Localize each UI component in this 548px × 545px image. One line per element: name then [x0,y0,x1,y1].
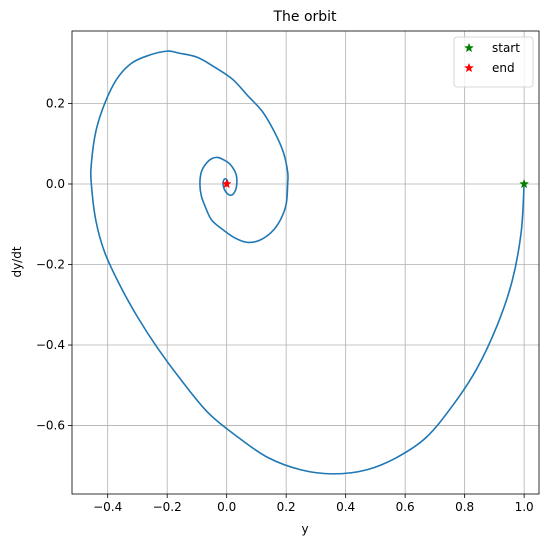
y-tick-label: −0.6 [36,419,65,433]
x-tick-label: −0.2 [153,500,182,514]
x-tick-label: 0.8 [455,500,474,514]
legend-end-label: end [492,61,515,75]
start-marker [519,178,530,189]
markers [221,178,530,189]
x-tick-label: 0.6 [396,500,415,514]
x-tick-label: −0.4 [93,500,122,514]
y-axis-label: dy/dt [10,246,24,277]
x-tick-label: 0.0 [217,500,236,514]
legend-start-label: start [492,41,520,55]
legend-end-marker [464,62,474,73]
legend: start end [453,36,534,88]
x-axis-label: y [301,522,308,536]
grid [72,31,539,494]
plot-frame [71,30,540,495]
y-tick-label: 0.0 [46,177,65,191]
orbit-series [89,50,525,475]
x-tick-label: 0.4 [336,500,355,514]
orbit-line [89,50,525,475]
ticks: −0.4 −0.2 0.0 0.2 0.4 0.6 0.8 1.0 −0.6 −0.4 −0.2 0.… [36,96,534,514]
end-marker [221,178,232,189]
chart-title: The orbit [272,9,337,25]
y-tick-label: −0.2 [36,258,65,272]
x-tick-label: 1.0 [515,500,534,514]
y-tick-label: 0.2 [46,96,65,110]
y-tick-label: −0.4 [36,338,65,352]
legend-start-marker [464,42,474,53]
legend-box [453,36,534,88]
x-tick-label: 0.2 [277,500,296,514]
